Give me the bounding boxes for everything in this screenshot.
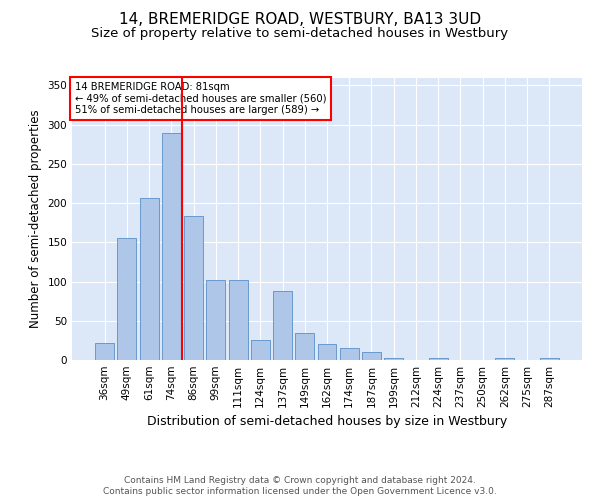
Bar xyxy=(317,344,337,360)
Bar xyxy=(184,216,203,360)
Bar xyxy=(140,198,158,360)
Text: 14, BREMERIDGE ROAD, WESTBURY, BA13 3UD: 14, BREMERIDGE ROAD, WESTBURY, BA13 3UD xyxy=(119,12,481,28)
Bar xyxy=(540,358,559,360)
Bar xyxy=(162,133,181,360)
Bar xyxy=(118,238,136,360)
Text: Contains HM Land Registry data © Crown copyright and database right 2024.: Contains HM Land Registry data © Crown c… xyxy=(124,476,476,485)
Text: Size of property relative to semi-detached houses in Westbury: Size of property relative to semi-detach… xyxy=(91,28,509,40)
Bar xyxy=(340,348,359,360)
Bar xyxy=(251,340,270,360)
Bar xyxy=(295,332,314,360)
Bar xyxy=(429,358,448,360)
Bar xyxy=(384,358,403,360)
Bar xyxy=(95,342,114,360)
X-axis label: Distribution of semi-detached houses by size in Westbury: Distribution of semi-detached houses by … xyxy=(147,416,507,428)
Bar xyxy=(496,358,514,360)
Bar xyxy=(206,280,225,360)
Bar xyxy=(273,291,292,360)
Text: Contains public sector information licensed under the Open Government Licence v3: Contains public sector information licen… xyxy=(103,488,497,496)
Bar xyxy=(362,352,381,360)
Bar xyxy=(229,280,248,360)
Y-axis label: Number of semi-detached properties: Number of semi-detached properties xyxy=(29,110,42,328)
Text: 14 BREMERIDGE ROAD: 81sqm
← 49% of semi-detached houses are smaller (560)
51% of: 14 BREMERIDGE ROAD: 81sqm ← 49% of semi-… xyxy=(74,82,326,115)
